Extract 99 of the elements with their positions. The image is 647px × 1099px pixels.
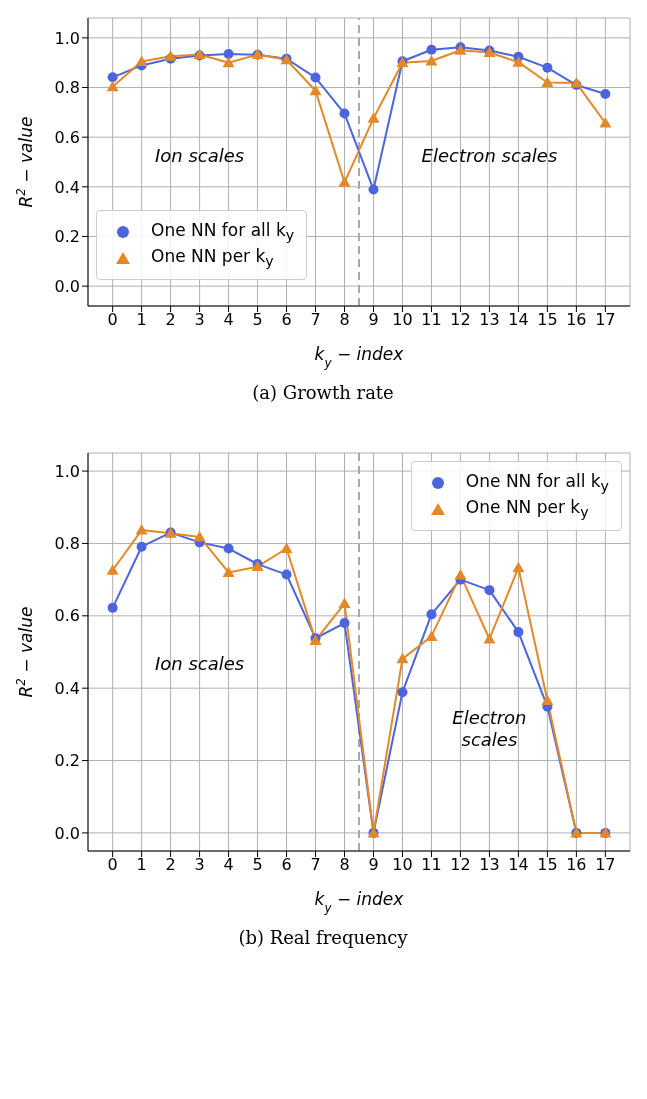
x-tick-label: 7 xyxy=(310,855,321,875)
point xyxy=(281,569,292,580)
x-tick-label: 8 xyxy=(339,855,350,875)
x-tick-label: 10 xyxy=(392,855,413,875)
y-tick-label: 1.0 xyxy=(54,28,80,48)
x-tick-label: 5 xyxy=(252,310,263,330)
x-tick-label: 6 xyxy=(281,855,292,875)
point xyxy=(222,56,235,68)
x-tick-label: 15 xyxy=(537,310,558,330)
y-tick-label: 0.6 xyxy=(54,606,80,626)
x-tick-label: 16 xyxy=(566,310,587,330)
point xyxy=(425,54,438,66)
legend-label: One NN for all k$_{y}$ xyxy=(151,220,295,244)
point xyxy=(542,62,553,73)
point xyxy=(310,72,321,83)
x-tick-label: 0 xyxy=(107,310,118,330)
x-tick-label: 4 xyxy=(223,855,234,875)
text: (a) Growth rate xyxy=(252,382,394,403)
x-tick-label: 1 xyxy=(136,310,147,330)
point xyxy=(484,585,495,596)
y-tick-label: 0.6 xyxy=(54,127,80,147)
x-tick-label: 2 xyxy=(165,310,176,330)
point xyxy=(339,108,350,119)
point xyxy=(223,49,234,59)
point xyxy=(600,88,611,99)
x-tick-label: 8 xyxy=(339,310,350,330)
point xyxy=(106,80,119,92)
x-tick-label: 14 xyxy=(508,310,529,330)
y-tick-label: 1.0 xyxy=(54,461,80,481)
x-tick-label: 2 xyxy=(165,855,176,875)
point xyxy=(513,627,524,638)
x-tick-label: 13 xyxy=(479,855,500,875)
x-tick-label: 1 xyxy=(136,855,147,875)
point xyxy=(397,687,408,698)
point xyxy=(309,84,322,96)
x-tick-label: 4 xyxy=(223,310,234,330)
y-tick-label: 0.2 xyxy=(54,227,80,247)
point xyxy=(338,176,351,187)
x-tick-label: 16 xyxy=(566,855,587,875)
annotation: Ion scales xyxy=(154,145,245,166)
x-tick-label: 13 xyxy=(479,310,500,330)
y-tick-label: 0.0 xyxy=(54,823,80,843)
point xyxy=(136,541,147,552)
legend-label: One NN per k$_{y}$ xyxy=(465,497,589,521)
x-tick-label: 17 xyxy=(595,855,616,875)
legend-label: One NN for all k$_{y}$ xyxy=(465,471,609,495)
x-tick-label: 0 xyxy=(107,855,118,875)
x-tick-label: 12 xyxy=(450,855,471,875)
x-axis-title: k$_{y}$ − index xyxy=(314,344,405,370)
x-tick-label: 11 xyxy=(421,310,442,330)
x-tick-label: 7 xyxy=(310,310,321,330)
point xyxy=(396,652,409,664)
text: (b) Real frequency xyxy=(238,927,408,948)
x-tick-label: 14 xyxy=(508,855,529,875)
annotation: Ion scales xyxy=(154,653,245,675)
point xyxy=(426,44,437,55)
point xyxy=(135,524,148,535)
y-tick-label: 0.0 xyxy=(54,276,80,296)
x-tick-label: 15 xyxy=(537,855,558,875)
point xyxy=(512,56,525,67)
point xyxy=(425,630,438,641)
legend-label: One NN per k$_{y}$ xyxy=(151,246,274,270)
x-tick-label: 5 xyxy=(252,855,263,875)
point xyxy=(107,72,118,83)
x-tick-label: 10 xyxy=(392,310,413,330)
point xyxy=(483,632,496,644)
x-tick-label: 3 xyxy=(194,310,205,330)
annotation: Electron scales xyxy=(421,145,558,166)
y-tick-label: 0.2 xyxy=(54,751,80,771)
point xyxy=(193,530,206,542)
point xyxy=(541,694,554,705)
point xyxy=(280,542,293,554)
point xyxy=(599,117,612,128)
point xyxy=(339,618,350,629)
x-tick-label: 11 xyxy=(421,855,442,875)
point xyxy=(541,76,554,88)
y-tick-label: 0.4 xyxy=(54,678,80,698)
point xyxy=(106,564,119,575)
x-tick-label: 6 xyxy=(281,310,292,330)
annotation: Electron scales xyxy=(452,707,527,751)
point xyxy=(222,566,235,577)
y-tick-label: 0.8 xyxy=(54,78,80,98)
x-tick-label: 12 xyxy=(450,310,471,330)
point xyxy=(107,602,118,613)
x-tick-label: 3 xyxy=(194,855,205,875)
point xyxy=(367,112,380,123)
point xyxy=(512,561,525,573)
x-axis-title: k$_{y}$ − index xyxy=(314,889,405,915)
y-tick-label: 0.4 xyxy=(54,177,80,197)
point xyxy=(426,609,437,620)
y-tick-label: 0.8 xyxy=(54,534,80,554)
x-tick-label: 9 xyxy=(368,855,379,875)
point xyxy=(223,543,234,554)
point xyxy=(338,597,351,609)
point xyxy=(368,184,379,195)
x-tick-label: 17 xyxy=(595,310,616,330)
point xyxy=(135,55,148,66)
point xyxy=(454,568,467,580)
x-tick-label: 9 xyxy=(368,310,379,330)
